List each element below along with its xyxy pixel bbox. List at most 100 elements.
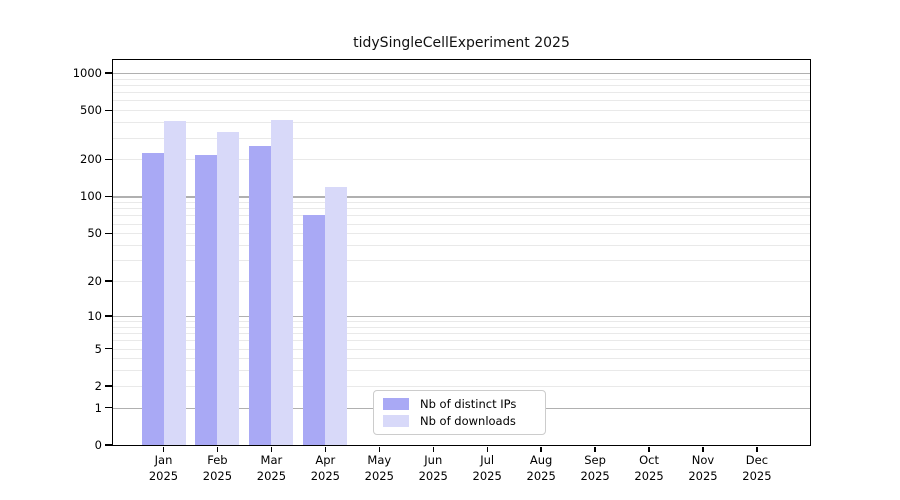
y-gridline-minor [113, 159, 810, 161]
y-gridline-minor [113, 321, 810, 322]
bar-downloads [163, 121, 186, 445]
y-tick-mark [105, 347, 112, 350]
y-gridline-minor [113, 245, 810, 246]
bar-distinct-ips [141, 153, 164, 445]
y-tick-label: 50 [87, 226, 102, 241]
y-gridline-minor [113, 333, 810, 335]
x-tick-label-line: Oct [639, 453, 659, 467]
x-tick-mark [594, 446, 596, 452]
legend: Nb of distinct IPs Nb of downloads [373, 390, 546, 435]
bar-distinct-ips [303, 215, 326, 445]
y-tick-label: 5 [94, 341, 102, 356]
legend-label-distinct-ips: Nb of distinct IPs [420, 397, 517, 411]
x-tick-label: Jan 2025 [128, 453, 200, 484]
x-tick-label-line: Sep [584, 453, 606, 467]
x-tick-label: Apr 2025 [289, 453, 361, 484]
x-tick-label: Oct 2025 [613, 453, 685, 484]
x-tick-label-line: 2025 [634, 468, 664, 483]
y-tick-mark [105, 315, 112, 317]
y-tick-mark [105, 280, 112, 282]
x-tick-label-line: Jul [480, 453, 495, 467]
y-gridline-minor [113, 84, 810, 86]
y-gridline-minor [113, 122, 810, 124]
x-tick-mark [216, 446, 219, 452]
bar-downloads [271, 120, 294, 445]
x-tick-mark [702, 446, 704, 452]
x-tick-label: Mar 2025 [235, 453, 307, 484]
y-gridline-minor [113, 223, 810, 225]
y-gridline-minor [113, 233, 810, 235]
x-tick-label: Sep 2025 [559, 453, 631, 484]
y-tick-mark [105, 385, 112, 387]
y-tick-label: 10 [87, 308, 102, 323]
y-gridline-minor [113, 208, 810, 210]
y-tick-mark [105, 406, 112, 409]
x-tick-label-line: Jan [154, 453, 173, 467]
x-tick-label-line: 2025 [472, 468, 502, 483]
chart-title: tidySingleCellExperiment 2025 [353, 35, 570, 51]
x-tick-mark [756, 446, 758, 452]
y-tick-label: 1 [94, 400, 102, 415]
y-tick-mark [105, 444, 112, 446]
y-tick-label: 100 [80, 189, 102, 204]
bar-downloads [217, 132, 240, 445]
y-gridline-minor [113, 340, 810, 342]
y-gridline-minor [113, 137, 810, 139]
y-tick-mark [105, 232, 112, 234]
y-gridline-minor [113, 260, 810, 262]
x-tick-label-line: 2025 [580, 468, 610, 483]
x-tick-label: Nov 2025 [667, 453, 739, 484]
x-tick-mark [270, 446, 273, 452]
y-tick-mark [105, 109, 112, 111]
legend-swatch-downloads-icon [383, 415, 409, 427]
x-tick-label-line: 2025 [526, 468, 556, 483]
x-tick-label: Aug 2025 [505, 453, 577, 484]
y-gridline-minor [113, 385, 810, 387]
x-tick-label-line: Apr [315, 453, 336, 467]
x-tick-label: May 2025 [343, 453, 415, 484]
x-tick-label-line: Nov [691, 453, 715, 467]
bar-distinct-ips [249, 145, 272, 445]
y-tick-label: 500 [80, 103, 102, 118]
y-gridline-minor [113, 358, 810, 360]
y-gridline-minor [113, 202, 810, 204]
legend-item-downloads: Nb of downloads [383, 414, 536, 428]
x-tick-label-line: Jun [424, 453, 443, 467]
y-gridline-minor [113, 100, 810, 102]
x-tick-label-line: 2025 [364, 468, 394, 483]
y-tick-mark [105, 158, 112, 161]
x-tick-label-line: Mar [260, 453, 283, 467]
y-gridline-minor [113, 281, 810, 283]
y-gridline-major [113, 72, 810, 75]
x-tick-label-line: Feb [207, 453, 228, 467]
y-gridline-minor [113, 110, 810, 112]
y-gridline-minor [113, 348, 810, 350]
x-tick-mark [162, 446, 165, 452]
x-tick-label: Dec 2025 [721, 453, 793, 484]
legend-label-downloads: Nb of downloads [420, 414, 516, 428]
y-tick-label: 200 [80, 152, 102, 167]
y-tick-mark [105, 72, 112, 74]
y-gridline-minor [113, 326, 810, 328]
x-tick-label: Jun 2025 [397, 453, 469, 484]
y-gridline-minor [113, 370, 810, 372]
bar-distinct-ips [195, 154, 218, 445]
x-tick-mark [378, 446, 380, 452]
x-tick-label-line: 2025 [310, 468, 340, 483]
x-tick-label-line: Aug [529, 453, 553, 467]
x-tick-label: Feb 2025 [181, 453, 253, 484]
y-tick-label: 2 [94, 378, 102, 393]
x-tick-label-line: Dec [745, 453, 769, 467]
y-tick-mark [105, 195, 112, 198]
y-tick-label: 20 [87, 274, 102, 289]
x-tick-label-line: 2025 [418, 468, 448, 483]
y-gridline-minor [113, 78, 810, 80]
y-gridline-major [113, 315, 810, 317]
x-tick-mark [648, 446, 650, 452]
y-gridline-major [113, 196, 810, 198]
x-tick-label-line: 2025 [688, 468, 718, 483]
x-tick-label-line: 2025 [202, 468, 233, 483]
x-tick-label-line: 2025 [742, 468, 772, 483]
legend-swatch-distinct-ips-icon [383, 398, 409, 410]
